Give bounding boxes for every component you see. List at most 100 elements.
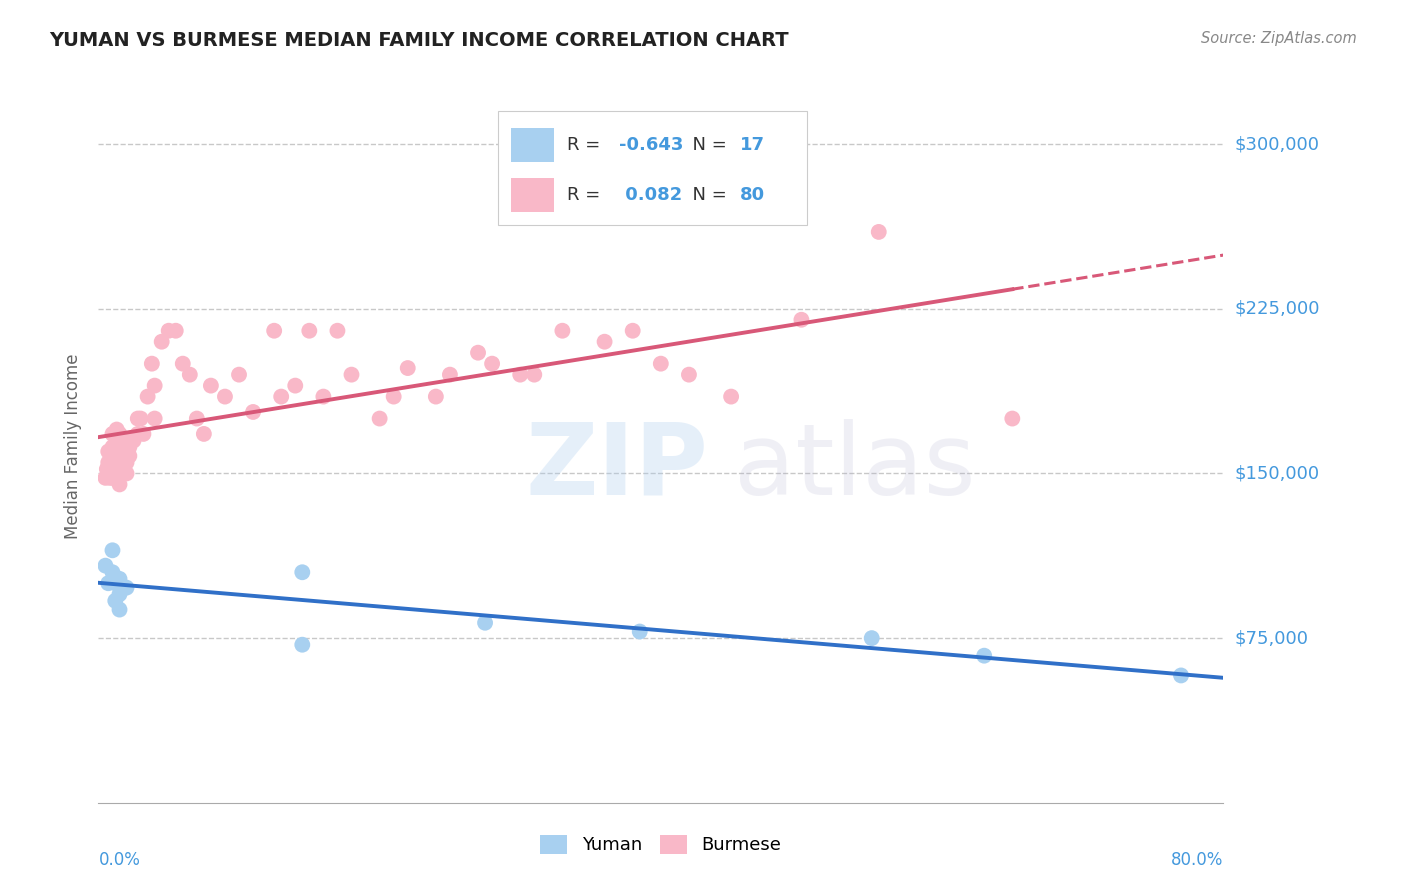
Text: R =: R = — [568, 186, 606, 203]
Point — [122, 434, 145, 448]
Point — [127, 411, 149, 425]
Text: -0.643: -0.643 — [619, 136, 683, 153]
Point — [104, 467, 127, 481]
Text: 17: 17 — [740, 136, 765, 153]
FancyBboxPatch shape — [512, 178, 554, 212]
Point — [132, 426, 155, 441]
Legend: Yuman, Burmese: Yuman, Burmese — [533, 828, 789, 862]
Point — [382, 390, 405, 404]
Text: N =: N = — [681, 136, 733, 153]
Point — [474, 615, 496, 630]
Text: $225,000: $225,000 — [1234, 300, 1320, 318]
Point — [114, 440, 136, 454]
Point — [98, 459, 121, 474]
Point — [200, 378, 222, 392]
Point — [97, 455, 120, 469]
Point — [868, 225, 890, 239]
Text: 0.0%: 0.0% — [98, 851, 141, 869]
Text: R =: R = — [568, 136, 606, 153]
Point — [101, 543, 124, 558]
Point — [108, 426, 131, 441]
Point — [509, 368, 531, 382]
Point — [129, 411, 152, 425]
Point — [101, 440, 124, 454]
Point — [650, 357, 672, 371]
Point — [720, 390, 742, 404]
Text: N =: N = — [681, 186, 733, 203]
Point — [115, 467, 138, 481]
Point — [291, 638, 314, 652]
Point — [115, 434, 138, 448]
Point — [115, 581, 138, 595]
Point — [101, 566, 124, 580]
Point — [143, 411, 166, 425]
Point — [298, 324, 321, 338]
Point — [214, 390, 236, 404]
Point — [104, 594, 127, 608]
Point — [593, 334, 616, 349]
Point — [228, 368, 250, 382]
Point — [111, 449, 134, 463]
Point — [368, 411, 391, 425]
Point — [118, 440, 141, 454]
Point — [94, 558, 117, 573]
Point — [157, 324, 180, 338]
Point — [94, 471, 117, 485]
Point — [150, 334, 173, 349]
Point — [291, 566, 314, 580]
Point — [127, 426, 149, 441]
Point — [105, 423, 128, 437]
Point — [165, 324, 187, 338]
Point — [107, 444, 129, 458]
Point — [141, 357, 163, 371]
Point — [790, 312, 813, 326]
Point — [172, 357, 194, 371]
Point — [284, 378, 307, 392]
Point — [425, 390, 447, 404]
Point — [136, 390, 159, 404]
Point — [110, 455, 132, 469]
Point — [104, 576, 127, 591]
Point — [396, 361, 419, 376]
Point — [108, 440, 131, 454]
Text: $150,000: $150,000 — [1234, 465, 1320, 483]
Point — [143, 378, 166, 392]
Point — [481, 357, 503, 371]
Point — [179, 368, 201, 382]
Point — [101, 426, 124, 441]
Point — [263, 324, 285, 338]
Text: atlas: atlas — [734, 419, 976, 516]
Point — [439, 368, 461, 382]
Point — [326, 324, 349, 338]
Text: Source: ZipAtlas.com: Source: ZipAtlas.com — [1201, 31, 1357, 46]
Text: $75,000: $75,000 — [1234, 629, 1309, 647]
Point — [312, 390, 335, 404]
Point — [97, 576, 120, 591]
Point — [112, 444, 135, 458]
Point — [112, 455, 135, 469]
Point — [115, 455, 138, 469]
Point — [97, 444, 120, 458]
Point — [973, 648, 995, 663]
Text: 80: 80 — [740, 186, 765, 203]
Point — [621, 324, 644, 338]
Text: ZIP: ZIP — [526, 419, 709, 516]
Text: 0.082: 0.082 — [619, 186, 682, 203]
Point — [108, 587, 131, 601]
Point — [110, 440, 132, 454]
Point — [1001, 411, 1024, 425]
Point — [108, 602, 131, 616]
Y-axis label: Median Family Income: Median Family Income — [63, 353, 82, 539]
Point — [628, 624, 651, 639]
Point — [101, 455, 124, 469]
Point — [118, 449, 141, 463]
Point — [105, 455, 128, 469]
FancyBboxPatch shape — [512, 128, 554, 162]
Point — [108, 444, 131, 458]
Point — [108, 572, 131, 586]
Point — [101, 471, 124, 485]
Point — [678, 368, 700, 382]
Point — [104, 449, 127, 463]
Point — [104, 444, 127, 458]
Point — [1170, 668, 1192, 682]
